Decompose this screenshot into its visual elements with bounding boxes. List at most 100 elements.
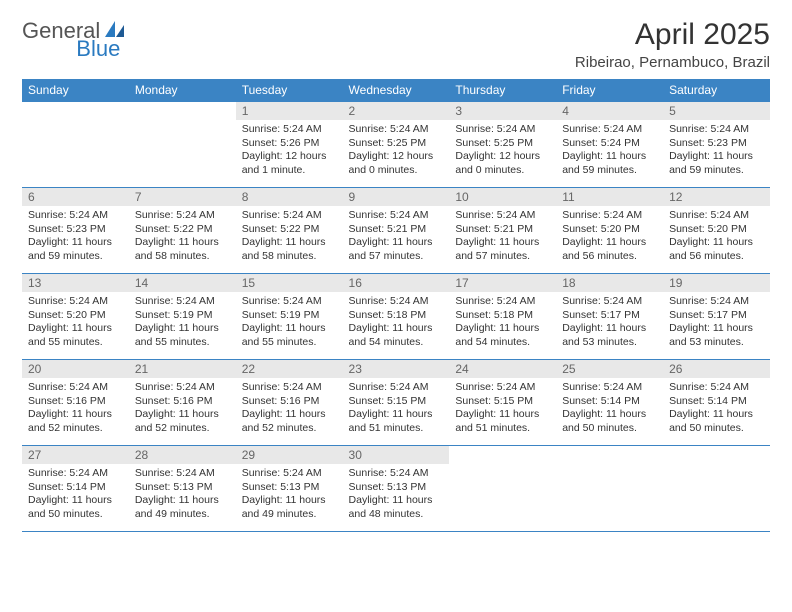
sunrise-line: Sunrise: 5:24 AM (242, 209, 337, 223)
calendar-cell: 26Sunrise: 5:24 AMSunset: 5:14 PMDayligh… (663, 360, 770, 446)
sunset-line: Sunset: 5:19 PM (242, 309, 337, 323)
day-body: Sunrise: 5:24 AMSunset: 5:18 PMDaylight:… (449, 292, 556, 353)
calendar-table: SundayMondayTuesdayWednesdayThursdayFrid… (22, 79, 770, 532)
sunrise-line: Sunrise: 5:24 AM (135, 295, 230, 309)
daylight-line: Daylight: 12 hours and 0 minutes. (455, 150, 550, 177)
calendar-cell: 18Sunrise: 5:24 AMSunset: 5:17 PMDayligh… (556, 274, 663, 360)
sunrise-line: Sunrise: 5:24 AM (28, 381, 123, 395)
day-header: Saturday (663, 79, 770, 102)
sunrise-line: Sunrise: 5:24 AM (455, 295, 550, 309)
day-body: Sunrise: 5:24 AMSunset: 5:16 PMDaylight:… (236, 378, 343, 439)
sunrise-line: Sunrise: 5:24 AM (242, 467, 337, 481)
day-body: Sunrise: 5:24 AMSunset: 5:13 PMDaylight:… (343, 464, 450, 525)
sunrise-line: Sunrise: 5:24 AM (349, 123, 444, 137)
calendar-row: 6Sunrise: 5:24 AMSunset: 5:23 PMDaylight… (22, 188, 770, 274)
day-body: Sunrise: 5:24 AMSunset: 5:24 PMDaylight:… (556, 120, 663, 181)
daylight-line: Daylight: 11 hours and 49 minutes. (242, 494, 337, 521)
sunset-line: Sunset: 5:14 PM (562, 395, 657, 409)
sunset-line: Sunset: 5:13 PM (242, 481, 337, 495)
title-block: April 2025 Ribeirao, Pernambuco, Brazil (575, 18, 770, 71)
sunrise-line: Sunrise: 5:24 AM (669, 295, 764, 309)
day-number: 8 (236, 188, 343, 206)
sunrise-line: Sunrise: 5:24 AM (349, 209, 444, 223)
day-header: Tuesday (236, 79, 343, 102)
sunset-line: Sunset: 5:18 PM (349, 309, 444, 323)
calendar-cell: 7Sunrise: 5:24 AMSunset: 5:22 PMDaylight… (129, 188, 236, 274)
calendar-cell: 3Sunrise: 5:24 AMSunset: 5:25 PMDaylight… (449, 102, 556, 188)
day-header: Thursday (449, 79, 556, 102)
calendar-cell (129, 102, 236, 188)
day-header: Sunday (22, 79, 129, 102)
calendar-cell: 20Sunrise: 5:24 AMSunset: 5:16 PMDayligh… (22, 360, 129, 446)
calendar-row: 1Sunrise: 5:24 AMSunset: 5:26 PMDaylight… (22, 102, 770, 188)
calendar-cell (449, 446, 556, 532)
daylight-line: Daylight: 11 hours and 51 minutes. (349, 408, 444, 435)
sunrise-line: Sunrise: 5:24 AM (455, 209, 550, 223)
sunrise-line: Sunrise: 5:24 AM (135, 209, 230, 223)
sunset-line: Sunset: 5:20 PM (562, 223, 657, 237)
sunrise-line: Sunrise: 5:24 AM (242, 295, 337, 309)
daylight-line: Daylight: 11 hours and 58 minutes. (242, 236, 337, 263)
sunrise-line: Sunrise: 5:24 AM (135, 381, 230, 395)
daylight-line: Daylight: 11 hours and 53 minutes. (669, 322, 764, 349)
calendar-cell: 2Sunrise: 5:24 AMSunset: 5:25 PMDaylight… (343, 102, 450, 188)
day-body: Sunrise: 5:24 AMSunset: 5:13 PMDaylight:… (236, 464, 343, 525)
daylight-line: Daylight: 11 hours and 57 minutes. (455, 236, 550, 263)
calendar-cell: 24Sunrise: 5:24 AMSunset: 5:15 PMDayligh… (449, 360, 556, 446)
sunrise-line: Sunrise: 5:24 AM (242, 381, 337, 395)
day-number: 20 (22, 360, 129, 378)
sunrise-line: Sunrise: 5:24 AM (349, 467, 444, 481)
calendar-row: 13Sunrise: 5:24 AMSunset: 5:20 PMDayligh… (22, 274, 770, 360)
sunset-line: Sunset: 5:17 PM (562, 309, 657, 323)
calendar-cell (556, 446, 663, 532)
day-header-row: SundayMondayTuesdayWednesdayThursdayFrid… (22, 79, 770, 102)
daylight-line: Daylight: 11 hours and 52 minutes. (28, 408, 123, 435)
day-number: 7 (129, 188, 236, 206)
calendar-cell: 21Sunrise: 5:24 AMSunset: 5:16 PMDayligh… (129, 360, 236, 446)
sunrise-line: Sunrise: 5:24 AM (455, 381, 550, 395)
sunset-line: Sunset: 5:16 PM (28, 395, 123, 409)
daylight-line: Daylight: 11 hours and 50 minutes. (562, 408, 657, 435)
day-number: 18 (556, 274, 663, 292)
calendar-cell (663, 446, 770, 532)
day-number: 25 (556, 360, 663, 378)
calendar-cell: 16Sunrise: 5:24 AMSunset: 5:18 PMDayligh… (343, 274, 450, 360)
calendar-cell: 17Sunrise: 5:24 AMSunset: 5:18 PMDayligh… (449, 274, 556, 360)
sunset-line: Sunset: 5:15 PM (349, 395, 444, 409)
sunrise-line: Sunrise: 5:24 AM (28, 295, 123, 309)
day-number: 15 (236, 274, 343, 292)
location-text: Ribeirao, Pernambuco, Brazil (575, 54, 770, 71)
day-number: 9 (343, 188, 450, 206)
day-body: Sunrise: 5:24 AMSunset: 5:14 PMDaylight:… (22, 464, 129, 525)
daylight-line: Daylight: 11 hours and 55 minutes. (135, 322, 230, 349)
daylight-line: Daylight: 11 hours and 50 minutes. (28, 494, 123, 521)
daylight-line: Daylight: 12 hours and 0 minutes. (349, 150, 444, 177)
daylight-line: Daylight: 11 hours and 49 minutes. (135, 494, 230, 521)
calendar-cell: 10Sunrise: 5:24 AMSunset: 5:21 PMDayligh… (449, 188, 556, 274)
calendar-cell: 25Sunrise: 5:24 AMSunset: 5:14 PMDayligh… (556, 360, 663, 446)
day-body: Sunrise: 5:24 AMSunset: 5:16 PMDaylight:… (22, 378, 129, 439)
daylight-line: Daylight: 11 hours and 48 minutes. (349, 494, 444, 521)
calendar-cell: 1Sunrise: 5:24 AMSunset: 5:26 PMDaylight… (236, 102, 343, 188)
day-body: Sunrise: 5:24 AMSunset: 5:14 PMDaylight:… (556, 378, 663, 439)
daylight-line: Daylight: 11 hours and 59 minutes. (669, 150, 764, 177)
calendar-cell: 6Sunrise: 5:24 AMSunset: 5:23 PMDaylight… (22, 188, 129, 274)
day-body: Sunrise: 5:24 AMSunset: 5:18 PMDaylight:… (343, 292, 450, 353)
calendar-cell: 15Sunrise: 5:24 AMSunset: 5:19 PMDayligh… (236, 274, 343, 360)
sunset-line: Sunset: 5:16 PM (242, 395, 337, 409)
day-body: Sunrise: 5:24 AMSunset: 5:17 PMDaylight:… (556, 292, 663, 353)
day-body: Sunrise: 5:24 AMSunset: 5:23 PMDaylight:… (22, 206, 129, 267)
sunrise-line: Sunrise: 5:24 AM (669, 381, 764, 395)
daylight-line: Daylight: 11 hours and 57 minutes. (349, 236, 444, 263)
sunset-line: Sunset: 5:16 PM (135, 395, 230, 409)
daylight-line: Daylight: 11 hours and 53 minutes. (562, 322, 657, 349)
day-body: Sunrise: 5:24 AMSunset: 5:21 PMDaylight:… (449, 206, 556, 267)
sunset-line: Sunset: 5:13 PM (349, 481, 444, 495)
sunset-line: Sunset: 5:26 PM (242, 137, 337, 151)
calendar-cell: 12Sunrise: 5:24 AMSunset: 5:20 PMDayligh… (663, 188, 770, 274)
day-body: Sunrise: 5:24 AMSunset: 5:17 PMDaylight:… (663, 292, 770, 353)
calendar-cell: 13Sunrise: 5:24 AMSunset: 5:20 PMDayligh… (22, 274, 129, 360)
day-number: 19 (663, 274, 770, 292)
day-number: 17 (449, 274, 556, 292)
sunrise-line: Sunrise: 5:24 AM (562, 123, 657, 137)
